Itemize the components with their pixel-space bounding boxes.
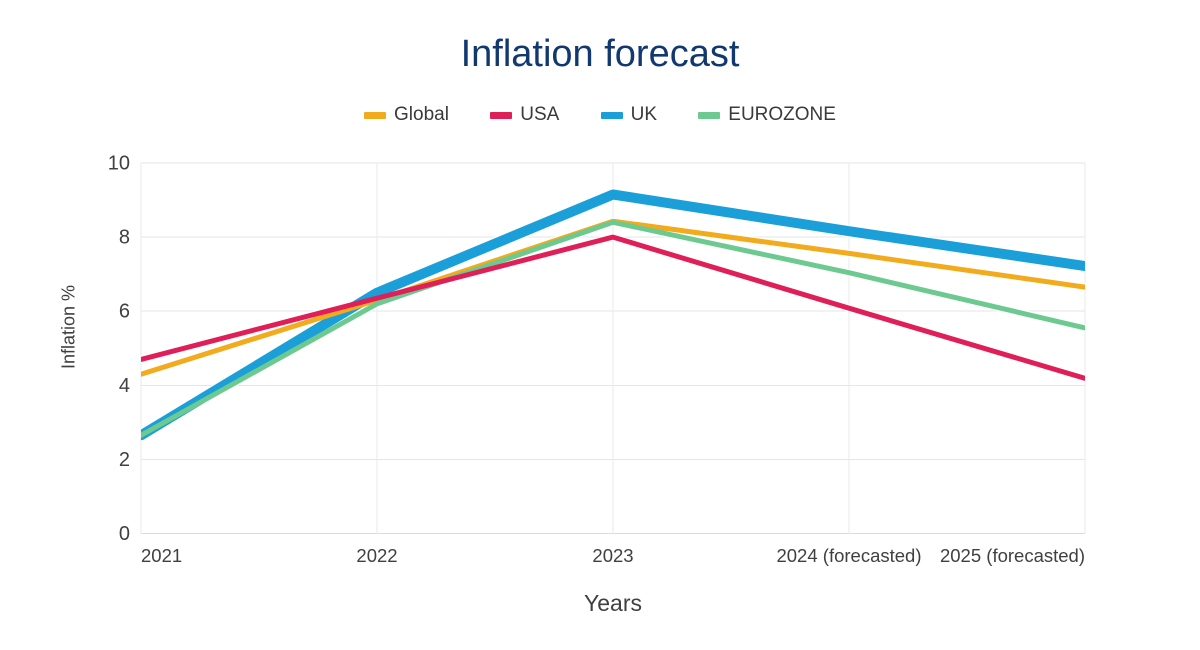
svg-text:2023: 2023 (592, 545, 633, 566)
svg-text:0: 0 (119, 523, 130, 545)
svg-text:10: 10 (108, 153, 130, 175)
svg-text:2022: 2022 (356, 545, 397, 566)
svg-text:8: 8 (119, 227, 130, 249)
svg-text:6: 6 (119, 301, 130, 323)
svg-text:4: 4 (119, 375, 130, 397)
svg-text:2025 (forecasted): 2025 (forecasted) (940, 545, 1085, 566)
svg-text:2021: 2021 (141, 545, 182, 566)
svg-text:2024 (forecasted): 2024 (forecasted) (776, 545, 921, 566)
svg-text:2: 2 (119, 449, 130, 471)
